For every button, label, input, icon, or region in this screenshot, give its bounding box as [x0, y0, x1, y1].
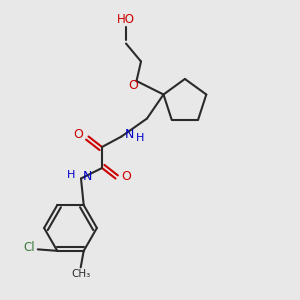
Text: CH₃: CH₃	[71, 269, 90, 279]
Text: H: H	[67, 170, 75, 181]
Text: N: N	[124, 128, 134, 141]
Text: Cl: Cl	[23, 242, 35, 254]
Text: HO: HO	[117, 13, 135, 26]
Text: H: H	[136, 133, 144, 143]
Text: O: O	[129, 79, 138, 92]
Text: O: O	[122, 170, 131, 184]
Text: N: N	[82, 170, 92, 184]
Text: O: O	[73, 128, 83, 142]
